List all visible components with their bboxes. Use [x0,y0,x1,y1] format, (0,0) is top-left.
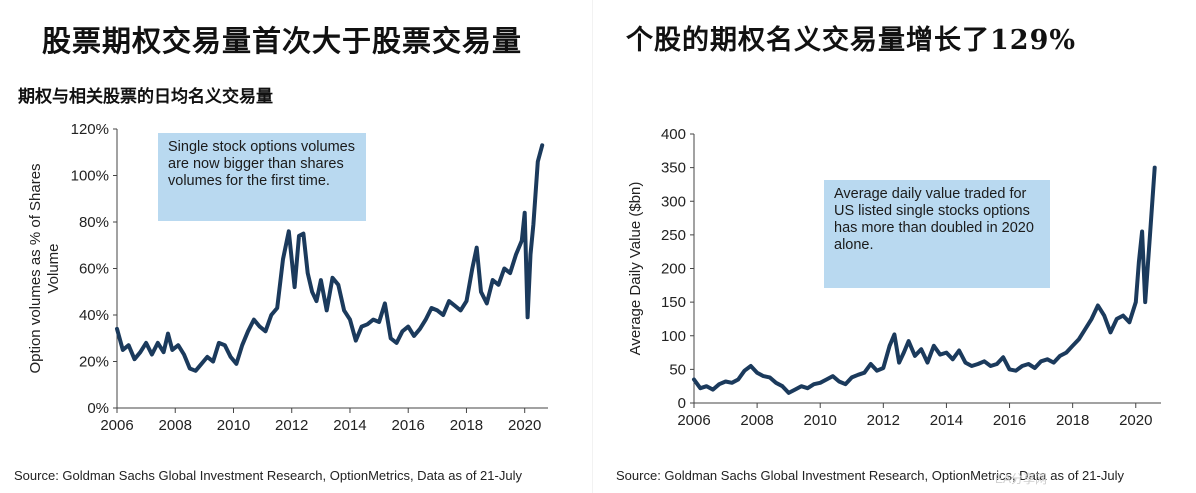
x-tick-label: 2016 [392,417,425,434]
left-chart-panel: 股票期权交易量首次大于股票交易量 期权与相关股票的日均名义交易量 0% 20% 40… [0,0,590,493]
y-tick-label: 150 [661,294,686,311]
x-tick-label: 2012 [275,417,308,434]
y-tick-label: 100% [71,168,109,185]
right-chart-title: 个股的期权名义交易量增长了129% [626,25,1077,56]
y-tick-label: 400 [661,126,686,143]
y-tick-label: 120% [71,121,109,138]
x-tick-label: 2012 [867,412,900,429]
x-tick-label: 2018 [450,417,483,434]
y-tick-label: 250 [661,227,686,244]
y-axis-label: Average Daily Value ($bn) [627,182,644,356]
watermark-text: EA分享网 [995,472,1048,486]
right-chart-panel: 个股的期权名义交易量增长了129% 0 50 100 150 200 250 300 350 4… [598,0,1196,493]
x-tick-label: 2014 [333,417,366,434]
y-tick-label: 350 [661,160,686,177]
x-tick-label: 2008 [740,412,773,429]
left-chart-subtitle: 期权与相关股票的日均名义交易量 [18,87,273,107]
left-line-chart: 0% 20% 40% 60% 80% 100% 120% 2006 2008 2010 2012 20… [27,121,548,434]
panel-divider [592,0,593,493]
y-tick-label: 0 [678,395,686,412]
y-tick-label: 50 [669,361,686,378]
x-tick-label: 2018 [1056,412,1089,429]
y-axis-label: Option volumes as % of SharesVolume [27,163,62,373]
left-chart-title: 股票期权交易量首次大于股票交易量 [42,24,523,58]
x-tick-label: 2020 [1119,412,1152,429]
left-chart-annotation: Single stock options volumes are now big… [158,133,366,221]
series-line [115,143,545,373]
y-tick-label: 40% [79,307,109,324]
y-tick-label: 60% [79,261,109,278]
x-tick-label: 2020 [508,417,541,434]
x-tick-label: 2016 [993,412,1026,429]
x-tick-label: 2014 [930,412,963,429]
x-tick-label: 2008 [159,417,192,434]
y-tick-label: 0% [87,400,109,417]
y-tick-label: 20% [79,354,109,371]
x-tick-label: 2006 [100,417,133,434]
right-line-chart: 0 50 100 150 200 250 300 350 400 2006 2008 2010 2012… [627,126,1161,429]
x-tick-label: 2010 [804,412,837,429]
y-tick-label: 200 [661,261,686,278]
right-chart-annotation: Average daily value traded for US listed… [824,180,1050,288]
x-tick-label: 2010 [217,417,250,434]
y-tick-label: 300 [661,193,686,210]
y-tick-label: 100 [661,328,686,345]
y-tick-label: 80% [79,214,109,231]
series-line [692,165,1157,395]
left-chart-source: Source: Goldman Sachs Global Investment … [14,468,522,483]
right-chart-source: Source: Goldman Sachs Global Investment … [616,468,1124,483]
x-tick-label: 2006 [677,412,710,429]
